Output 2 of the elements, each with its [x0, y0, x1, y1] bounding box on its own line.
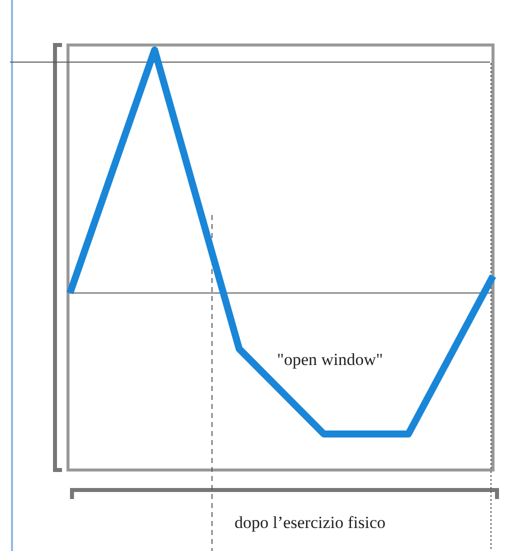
text: dopo l’esercizio fisico [234, 513, 386, 532]
annotation: "open window" [277, 350, 383, 369]
